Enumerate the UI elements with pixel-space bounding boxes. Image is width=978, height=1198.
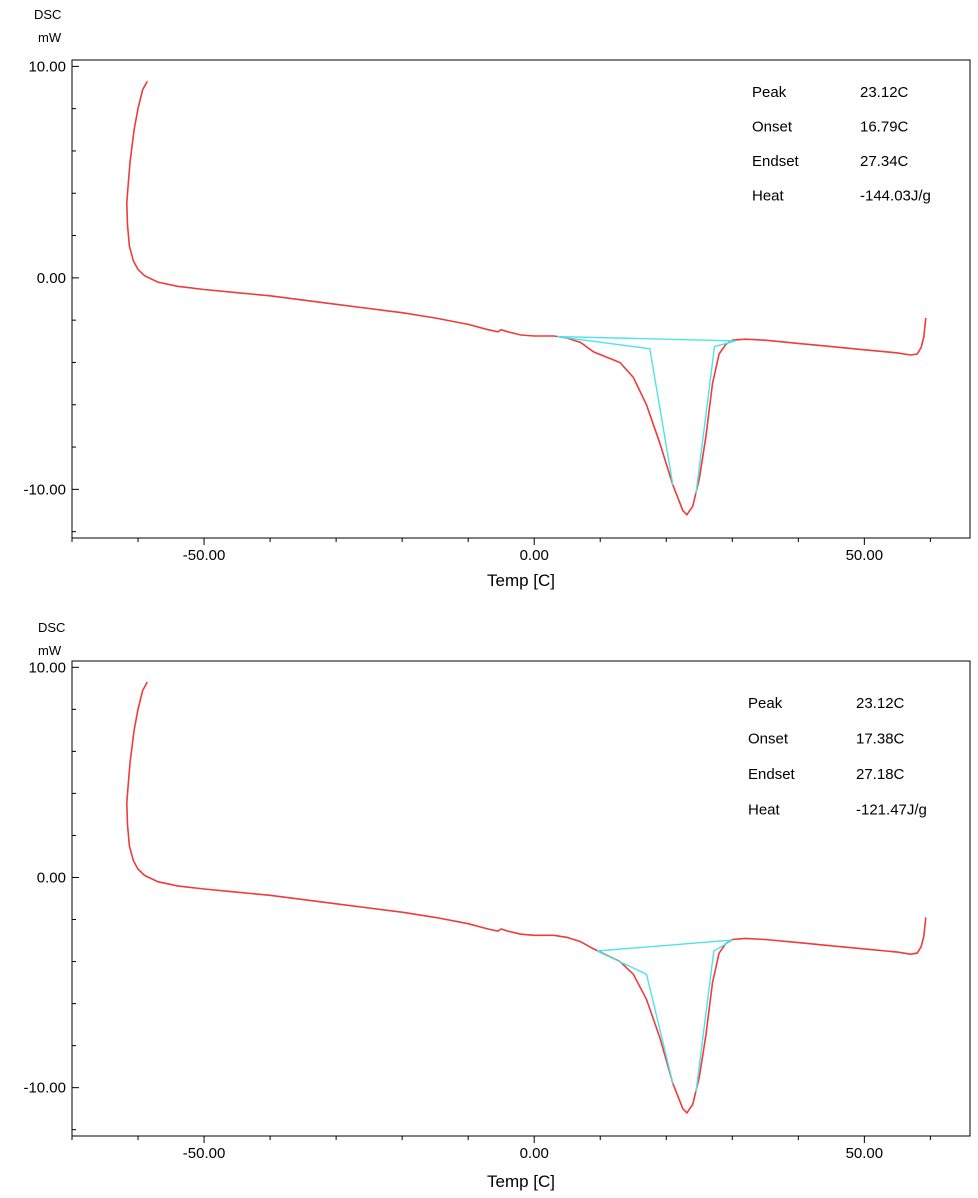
results-table: Peak 23.12C Onset 16.79C Endset 27.34C Heat -14… [752,84,931,205]
results-table: Peak 23.12C Onset 17.38C Endset 27.18C Heat -12… [748,695,927,819]
result-value: 27.34C [860,153,909,170]
dsc-panel-bottom: DSC mW 10.00 0.00 -10.00 -50.00 0.00 50.00 P… [23,620,971,1191]
result-value: -144.03J/g [860,188,931,205]
y-tick-label: 0.00 [37,869,66,886]
onset-tangent-line [557,335,674,486]
result-value: 17.38C [856,731,905,748]
peak-construction-lines [557,335,736,494]
y-axis-label-line1: DSC [34,7,61,22]
dsc-panel-top: DSC mW 10.00 0.00 -10.00 -50.00 0.00 50.00 P… [23,7,971,590]
x-tick-label: 50.00 [846,1145,884,1162]
x-ticks: -50.00 0.00 50.00 [71,1136,931,1162]
onset-tangent-line [596,950,674,1084]
y-tick-label: 0.00 [37,270,66,287]
x-tick-label: -50.00 [183,547,226,564]
baseline-line [557,335,736,342]
y-ticks: 10.00 0.00 -10.00 [23,58,79,533]
result-label: Endset [752,153,800,170]
result-label: Onset [748,731,789,748]
x-tick-label: 50.00 [846,547,884,564]
peak-construction-lines [596,939,733,1092]
result-label: Onset [752,119,793,136]
y-tick-label: 10.00 [28,58,66,75]
y-axis-label-line2: mW [38,643,62,658]
result-value: 23.12C [856,695,905,712]
x-tick-label: 0.00 [520,1145,549,1162]
x-tick-label: 0.00 [520,547,549,564]
endset-tangent-line [695,939,733,1092]
endset-tangent-line [695,340,736,494]
result-label: Endset [748,766,796,783]
x-axis-label: Temp [C] [487,571,555,590]
y-tick-label: -10.00 [23,481,66,498]
y-axis-label-line1: DSC [38,620,65,635]
dsc-curve [125,681,927,1115]
y-ticks: 10.00 0.00 -10.00 [23,659,79,1131]
result-value: 27.18C [856,766,905,783]
result-value: 16.79C [860,119,909,136]
plot-frame [71,59,971,539]
result-label: Heat [752,188,785,205]
baseline-line [596,939,733,952]
result-label: Heat [748,802,781,819]
x-ticks: -50.00 0.00 50.00 [71,538,931,564]
x-tick-label: -50.00 [183,1145,226,1162]
result-label: Peak [752,84,787,101]
y-axis-label-line2: mW [38,30,62,45]
y-tick-label: 10.00 [28,659,66,676]
dsc-curve [125,80,927,516]
plot-frame [71,660,971,1137]
result-value: 23.12C [860,84,909,101]
result-label: Peak [748,695,783,712]
result-value: -121.47J/g [856,802,927,819]
y-tick-label: -10.00 [23,1080,66,1097]
x-axis-label: Temp [C] [487,1172,555,1191]
